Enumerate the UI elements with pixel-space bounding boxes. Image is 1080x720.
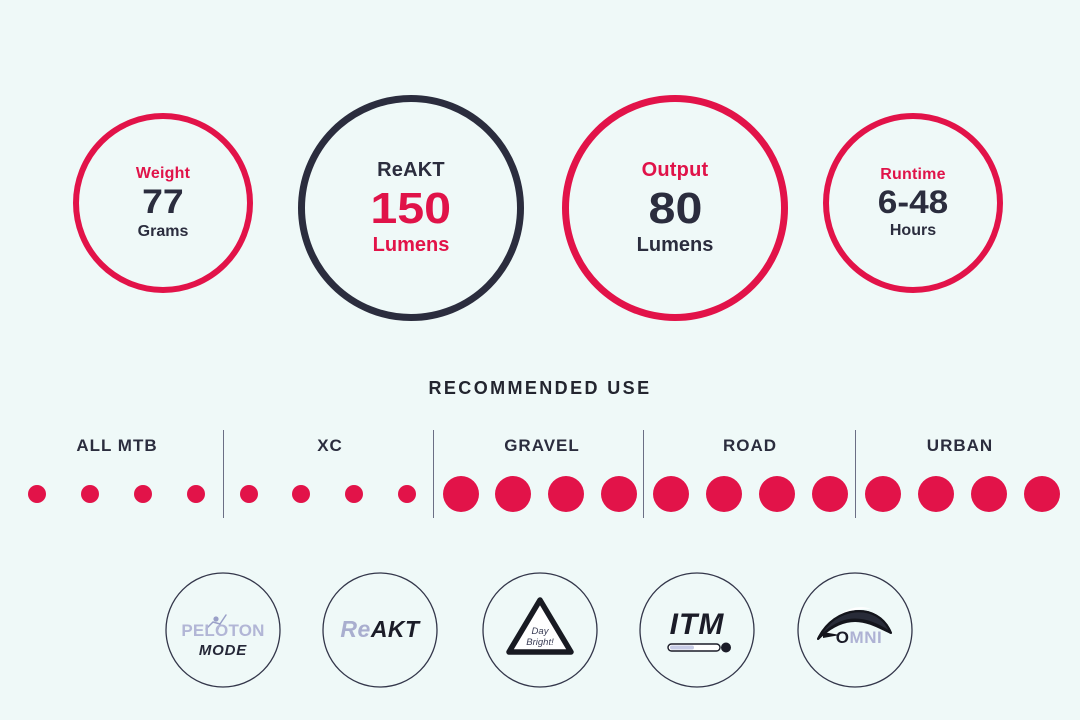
svg-text:OMNI: OMNI	[836, 628, 882, 647]
svg-text:ReAKT: ReAKT	[340, 616, 421, 642]
svg-text:Day: Day	[532, 626, 550, 637]
svg-text:Bright!: Bright!	[526, 637, 554, 648]
svg-text:MODE: MODE	[199, 642, 247, 659]
svg-text:PELOTON: PELOTON	[181, 621, 264, 640]
svg-text:ITM: ITM	[670, 608, 725, 641]
